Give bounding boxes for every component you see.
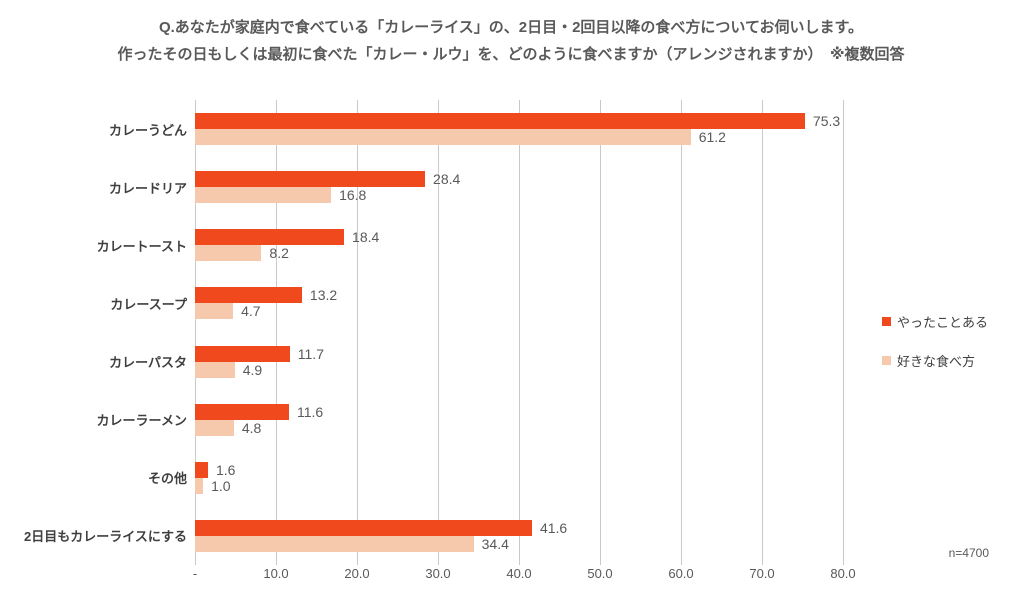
value-label: 61.2 [698,129,726,146]
chart-title: Q.あなたが家庭内で食べている「カレーライス」の、2日目・2回目以降の食べ方につ… [0,14,1022,68]
gridline [357,100,358,565]
gridline [762,100,763,565]
value-label: 4.9 [242,361,263,378]
value-label: 4.8 [241,419,262,436]
bar-series1 [195,519,532,536]
bar-series2 [195,245,262,262]
x-tick-label: 20.0 [344,566,370,581]
value-label: 13.2 [309,287,338,304]
x-tick-label: 80.0 [830,566,856,581]
x-tick-label: 60.0 [668,566,694,581]
value-label: 75.3 [812,113,841,130]
bar-series1 [195,171,426,188]
gridline [681,100,682,565]
gridline [600,100,601,565]
value-label: 8.2 [269,245,289,262]
value-label: 1.0 [211,477,231,494]
chart-title-line2: 作ったその日もしくは最初に食べた「カレー・ルウ」を、どのように食べますか（アレン… [117,46,905,63]
x-tick-label: 70.0 [749,566,775,581]
chart-title-line1: Q.あなたが家庭内で食べている「カレーライス」の、2日目・2回目以降の食べ方につ… [158,19,864,36]
bar-series2 [195,129,691,146]
value-label: 1.6 [215,461,236,478]
category-label: カレートースト [96,238,187,254]
legend-item: 好きな食べ方 [882,351,988,370]
category-label: カレードリア [108,180,187,196]
category-label: カレーパスタ [109,355,187,371]
legend-item: やったことある [882,312,988,331]
x-tick-label: 50.0 [587,566,613,581]
legend-label: やったことある [897,315,989,330]
value-label: 18.4 [352,229,380,246]
category-label: 2日目もカレーライスにする [24,529,187,545]
gridline [195,100,196,565]
category-label: その他 [147,471,187,487]
bar-series2 [195,187,332,204]
x-tick-label: 30.0 [425,566,451,581]
legend-swatch-icon [882,317,891,326]
category-label: カレーラーメン [96,413,187,429]
gridline [438,100,439,565]
plot-area: 75.3 61.2 28.4 16.8 18.4 8.2 13.2 4.7 11.7 4.9 11.… [195,100,855,565]
bar-series1 [195,229,345,246]
gridline [276,100,277,565]
gridline [843,100,844,565]
bar-series2 [195,535,474,552]
legend-label: 好きな食べ方 [897,354,976,369]
x-tick-label: 10.0 [263,566,289,581]
bar-series2 [195,477,204,494]
value-label: 41.6 [539,519,568,536]
sample-size-label: n=4700 [948,546,989,560]
bar-series2 [195,303,234,320]
bar-series2 [195,361,235,378]
legend-swatch-icon [882,356,891,365]
bar-series1 [195,113,805,130]
value-label: 11.7 [297,345,324,362]
category-label: カレーうどん [108,122,187,138]
x-tick-label: 40.0 [506,566,532,581]
value-label: 4.7 [241,303,261,320]
bar-series1 [195,461,208,478]
bar-series1 [195,403,289,420]
bar-series2 [195,419,234,436]
bar-series1 [195,287,302,304]
value-label: 34.4 [481,535,509,552]
value-label: 11.6 [296,403,324,420]
legend: やったことある 好きな食べ方 [882,312,988,390]
category-label: カレースープ [110,296,187,312]
x-tick-label: - [192,566,198,581]
value-label: 16.8 [339,187,367,204]
bar-series1 [195,345,290,362]
gridline [519,100,520,565]
value-label: 28.4 [433,171,461,188]
